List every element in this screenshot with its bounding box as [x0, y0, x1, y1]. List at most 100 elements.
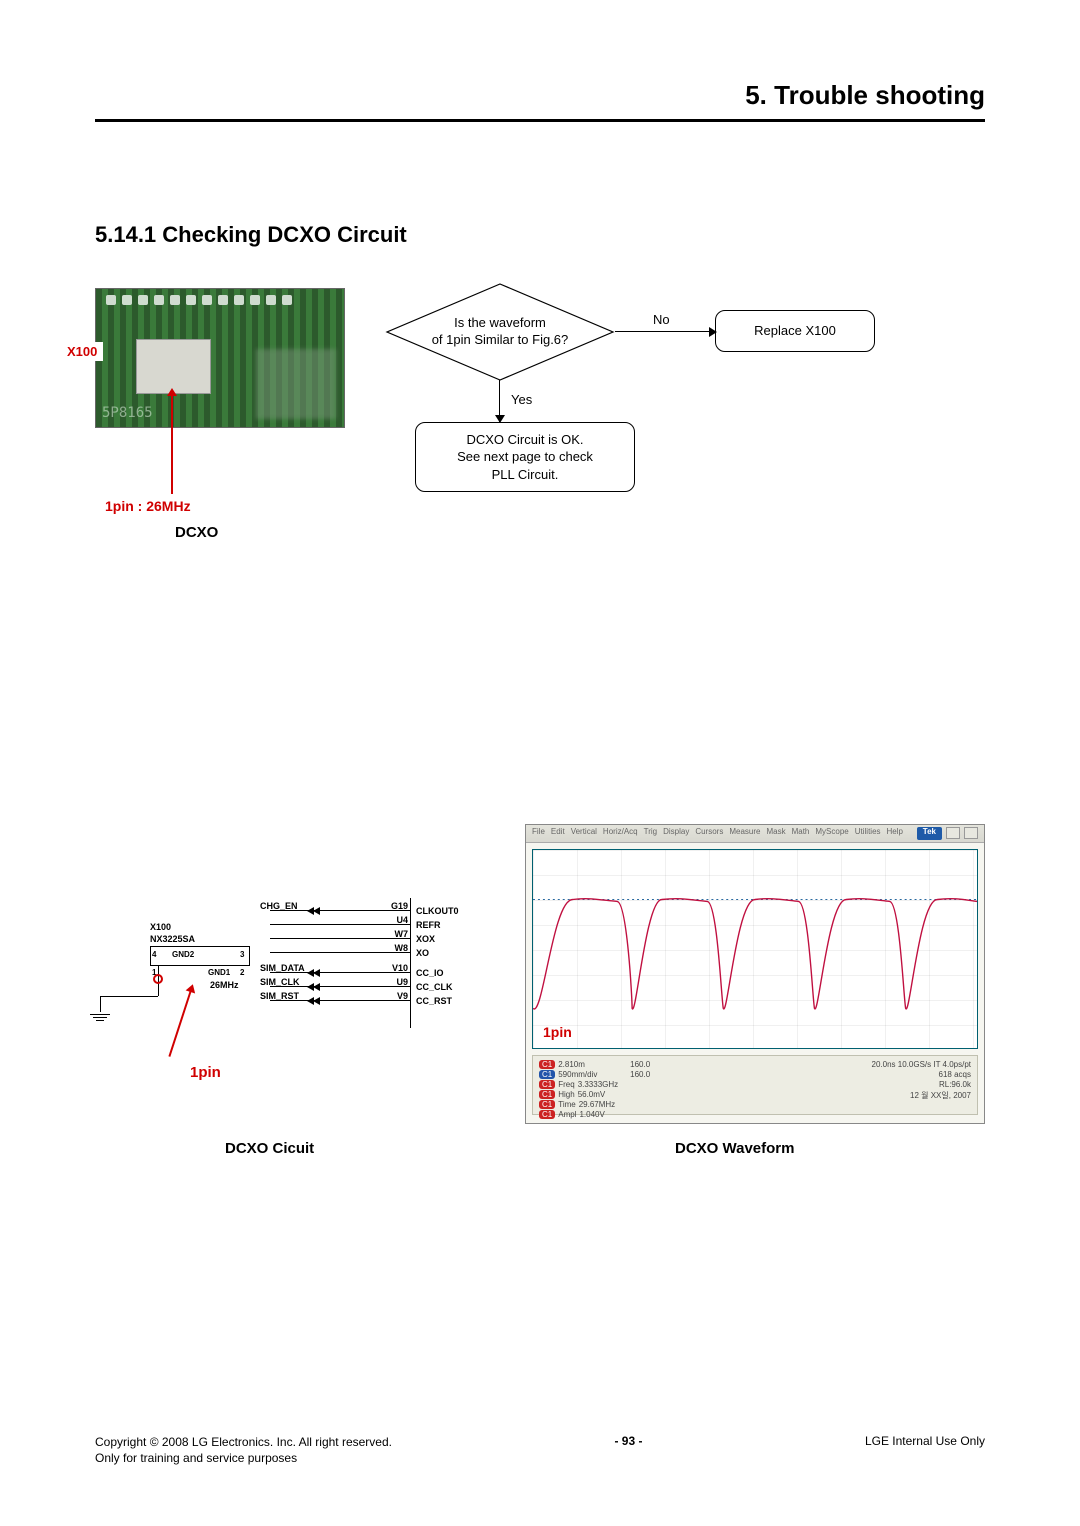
signal-name: SIM_RST — [260, 991, 299, 1001]
signal-pin: U9 — [380, 977, 408, 987]
arrow-left-icon — [313, 969, 320, 977]
caption-circuit: DCXO Cicuit — [225, 1140, 314, 1157]
ch-badge: C1 — [539, 1110, 555, 1119]
ch-badge: C1 — [539, 1100, 555, 1109]
footer-right: LGE Internal Use Only — [865, 1434, 985, 1448]
scope-menu-item: Trig — [644, 827, 657, 840]
x100-callout-arrow — [171, 394, 173, 494]
signal-out: XOX — [416, 934, 435, 944]
signal-name: SIM_DATA — [260, 963, 305, 973]
top-area: 5P8165 X100 1pin : 26MHz DCXO Is the wav… — [95, 288, 985, 548]
min-button-icon — [946, 827, 960, 839]
decision-text-2: of 1pin Similar to Fig.6? — [432, 332, 569, 349]
max-button-icon — [964, 827, 978, 839]
xtal-rect — [150, 946, 250, 966]
oscilloscope-window: File Edit Vertical Horiz/Acq Trig Display Curs… — [525, 824, 985, 1124]
chapter-title: 5. Trouble shooting — [95, 80, 985, 111]
ch-badge: C1 — [539, 1090, 555, 1099]
ch-badge: C1 — [539, 1080, 555, 1089]
ok-line-1: DCXO Circuit is OK. — [457, 431, 593, 449]
footer-copyright: Copyright © 2008 LG Electronics. Inc. Al… — [95, 1434, 392, 1450]
gnd-symbol — [90, 1012, 110, 1026]
signal-name: SIM_CLK — [260, 977, 300, 987]
ok-line-2: See next page to check — [457, 448, 593, 466]
pcb-chip — [136, 339, 211, 394]
part-ref: X100 — [150, 922, 171, 932]
footer-note: Only for training and service purposes — [95, 1450, 392, 1466]
tek-badge: Tek — [917, 827, 942, 840]
dcxo-schematic: X100 NX3225SA 4 3 1 2 GND2 GND1 26MHz 1p… — [100, 880, 500, 1110]
signal-name: CHG_EN — [260, 901, 298, 911]
wire-gnd-down — [100, 996, 101, 1012]
signal-pin: U4 — [380, 915, 408, 925]
gnd1-label: GND1 — [208, 968, 230, 977]
signal-pin: G19 — [380, 901, 408, 911]
pin1-red-label: 1pin — [190, 1064, 221, 1081]
ok-node: DCXO Circuit is OK. See next page to che… — [415, 422, 635, 492]
wire-pin1-left — [100, 996, 158, 997]
pin1-red-dot — [153, 974, 163, 984]
pcb-chip-blur — [256, 349, 336, 419]
dcxo-label: DCXO — [175, 524, 218, 541]
footer-page-number: - 93 - — [614, 1434, 642, 1448]
page-footer: Copyright © 2008 LG Electronics. Inc. Al… — [95, 1434, 985, 1466]
signal-out: CC_RST — [416, 996, 452, 1006]
scope-menu-item: Edit — [551, 827, 565, 840]
signal-out: REFR — [416, 920, 441, 930]
decision-text-1: Is the waveform — [454, 315, 546, 332]
gnd2-label: GND2 — [172, 950, 194, 959]
scope-menu-item: Help — [887, 827, 903, 840]
header-rule — [95, 119, 985, 122]
scope-menu-item: Math — [792, 827, 810, 840]
ch-badge: C1 — [539, 1060, 555, 1069]
scope-menu-item: Display — [663, 827, 689, 840]
block-edge — [410, 898, 411, 1028]
pin2-num-label: 2 — [240, 968, 244, 977]
arrow-left-icon — [313, 907, 320, 915]
ch-badge: C1 — [539, 1070, 555, 1079]
pcb-silk-text: 5P8165 — [102, 405, 153, 421]
scope-menu-item: Cursors — [695, 827, 723, 840]
scope-menu-item: Horiz/Acq — [603, 827, 638, 840]
flowchart: Is the waveform of 1pin Similar to Fig.6… — [365, 282, 945, 502]
signal-pin: W8 — [380, 943, 408, 953]
freq-label: 26MHz — [210, 980, 239, 990]
no-label: No — [653, 312, 670, 327]
x100-callout-label: X100 — [61, 342, 103, 361]
caption-waveform: DCXO Waveform — [675, 1140, 794, 1157]
arrow-left-icon — [313, 983, 320, 991]
scope-menu-item: Measure — [729, 827, 760, 840]
scope-plot: 1pin — [532, 849, 978, 1049]
section-title: 5.14.1 Checking DCXO Circuit — [95, 222, 985, 248]
pin4-label: 4 — [152, 950, 156, 959]
scope-menu-item: File — [532, 827, 545, 840]
fc-edge-no — [615, 331, 715, 332]
signal-out: XO — [416, 948, 429, 958]
signal-pin: V9 — [380, 991, 408, 1001]
part-type: NX3225SA — [150, 934, 195, 944]
signal-out: CC_CLK — [416, 982, 453, 992]
scope-menu-item: Vertical — [571, 827, 597, 840]
pin-26mhz-label: 1pin : 26MHz — [105, 498, 191, 514]
scope-menu-item: MyScope — [815, 827, 848, 840]
replace-node: Replace X100 — [715, 310, 875, 352]
pin3-label: 3 — [240, 950, 244, 959]
scope-pin1-label: 1pin — [543, 1024, 572, 1040]
bottom-area: X100 NX3225SA 4 3 1 2 GND2 GND1 26MHz 1p… — [95, 820, 985, 1160]
pcb-pads — [96, 295, 344, 317]
yes-label: Yes — [511, 392, 532, 407]
scope-infobar: C1 2.810m C1 590mm/div C1 Freq 3.3333GHz… — [532, 1055, 978, 1115]
arrow-left-icon — [313, 997, 320, 1005]
scope-menubar: File Edit Vertical Horiz/Acq Trig Display Curs… — [526, 825, 984, 843]
scope-menu-item: Mask — [766, 827, 785, 840]
pcb-photo: 5P8165 — [95, 288, 345, 428]
pin1-red-arrow — [168, 990, 192, 1057]
signal-out: CC_IO — [416, 968, 444, 978]
ok-line-3: PLL Circuit. — [457, 466, 593, 484]
signal-pin: W7 — [380, 929, 408, 939]
signal-out: CLKOUT0 — [416, 906, 459, 916]
scope-menu-item: Utilities — [855, 827, 881, 840]
signal-pin: V10 — [380, 963, 408, 973]
waveform-svg — [533, 850, 977, 1048]
decision-node: Is the waveform of 1pin Similar to Fig.6… — [385, 282, 615, 382]
